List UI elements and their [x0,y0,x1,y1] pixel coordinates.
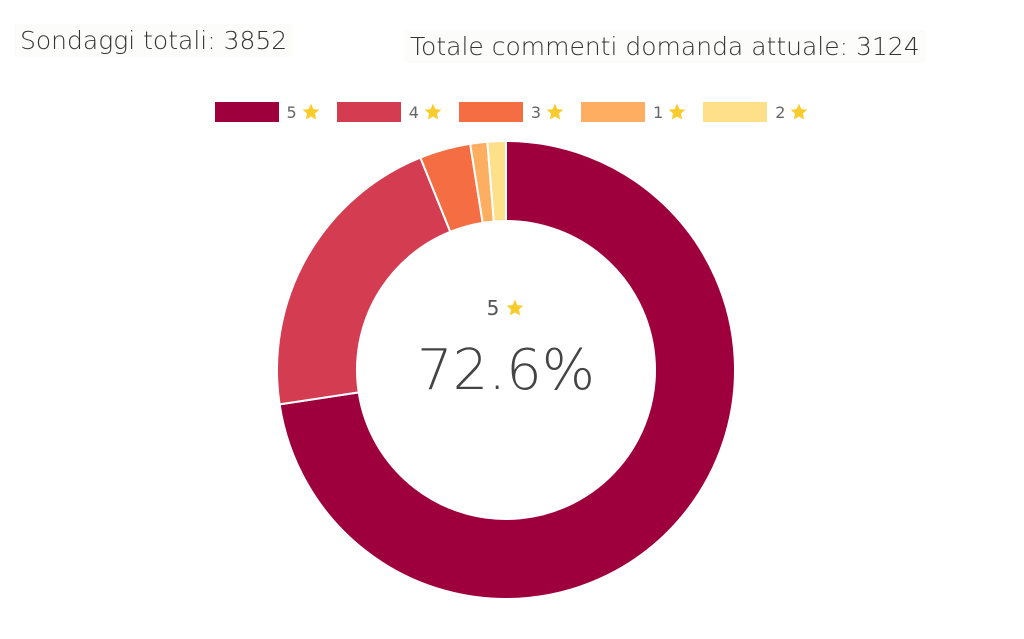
legend-label: 5 [286,102,297,122]
legend-item-2-star[interactable]: 2 [703,102,809,122]
legend-swatch [214,102,279,122]
legend-swatch [458,102,523,122]
center-percentage-label: 72.6% [417,338,595,403]
star-icon [668,103,686,120]
legend-label: 4 [408,102,419,122]
legend-label: 1 [653,102,664,122]
legend-swatch [581,102,646,122]
legend-swatch [336,102,401,122]
doughnut-slice-5-star[interactable] [278,139,736,600]
legend-label: 2 [775,102,786,122]
legend-item-3-star[interactable]: 3 [458,102,565,122]
legend-label: 3 [530,102,542,122]
center-category-text: 5 [486,296,500,320]
center-category-label: 5 [406,296,606,320]
legend-swatch [703,102,768,122]
legend-item-4-star[interactable]: 4 [336,102,443,122]
legend-item-1-star[interactable]: 1 [581,102,687,122]
star-icon [424,103,442,120]
star-icon [546,103,564,120]
legend-item-5-star[interactable]: 5 [214,102,321,122]
star-icon [791,103,808,120]
total-comments-stat: Totale commenti domanda attuale: 3124 [404,30,926,63]
chart-legend: 5 4 3 1 2 [0,102,1024,122]
total-surveys-stat: Sondaggi totali: 3852 [14,24,294,57]
doughnut-slice-2-star[interactable] [486,139,507,223]
star-icon [302,103,320,120]
doughnut-slice-4-star[interactable] [276,156,452,406]
star-icon [507,299,524,316]
